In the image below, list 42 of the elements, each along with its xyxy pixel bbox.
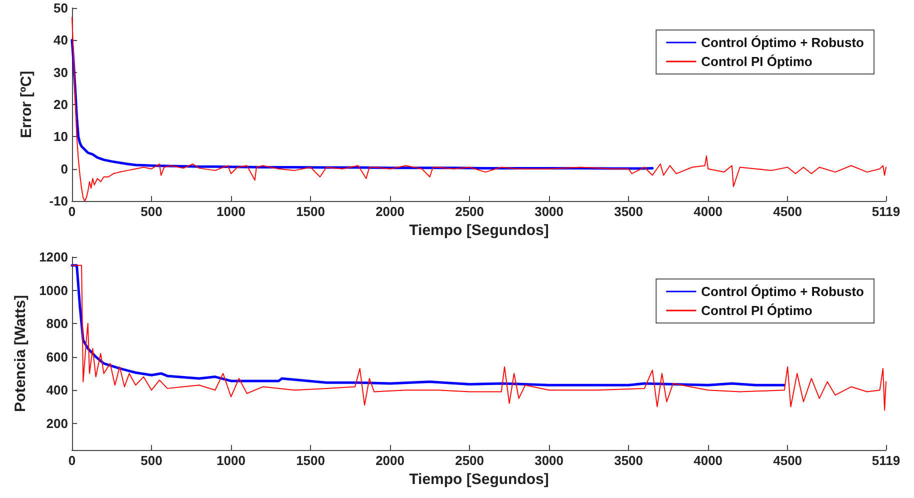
x-tick-label: 2500 [455, 453, 484, 468]
y-tick-label: 30 [54, 64, 68, 80]
x-tick-label: 3500 [614, 453, 644, 468]
x-tick-label: 5119 [872, 204, 900, 219]
y-axis-title: Error [ºC] [18, 70, 35, 138]
x-tick-label: 500 [140, 204, 162, 219]
y-tick-label: 800 [46, 316, 68, 332]
x-tick-label: 4000 [694, 204, 723, 219]
y-tick-label: 200 [46, 416, 68, 431]
x-tick-label: 1500 [296, 204, 325, 219]
x-tick-label: 3000 [534, 204, 564, 219]
x-tick-label: 2000 [376, 204, 404, 219]
x-tick-label: 1000 [216, 204, 246, 219]
y-tick-label: 1000 [39, 282, 68, 298]
x-tick-label: 3000 [534, 453, 564, 468]
y-tick-label: 1200 [39, 250, 68, 264]
legend-label: Control PI Óptimo [701, 303, 812, 318]
y-tick-label: 50 [54, 0, 68, 16]
legend-label: Control PI Óptimo [701, 54, 812, 69]
line-series [72, 264, 886, 411]
y-tick-label: 40 [54, 32, 68, 48]
x-tick-label: 4500 [773, 453, 802, 468]
x-axis-title: Tiempo [Segundos] [409, 470, 549, 488]
x-tick-label: 2000 [376, 453, 404, 468]
y-tick-label: -10 [49, 194, 68, 208]
x-tick-label: 4500 [773, 204, 802, 219]
y-axis-title: Potencia [Watts] [12, 295, 30, 412]
x-axis-title: Tiempo [Segundos] [409, 222, 549, 239]
x-tick-label: 1000 [216, 453, 246, 468]
x-tick-label: 2500 [455, 204, 484, 219]
legend-label: Control Óptimo + Robusto [701, 35, 864, 50]
y-tick-label: 400 [46, 382, 68, 398]
x-tick-label: 500 [140, 453, 162, 468]
y-tick-label: 10 [54, 129, 68, 144]
x-tick-label: 1500 [296, 453, 325, 468]
x-tick-label: 4000 [694, 453, 723, 468]
legend-label: Control Óptimo + Robusto [701, 284, 864, 299]
y-tick-label: 0 [60, 161, 68, 176]
x-tick-label: 5119 [872, 453, 900, 468]
x-tick-label: 3500 [614, 204, 644, 219]
y-tick-label: 600 [46, 349, 68, 364]
y-tick-label: 20 [54, 97, 68, 112]
